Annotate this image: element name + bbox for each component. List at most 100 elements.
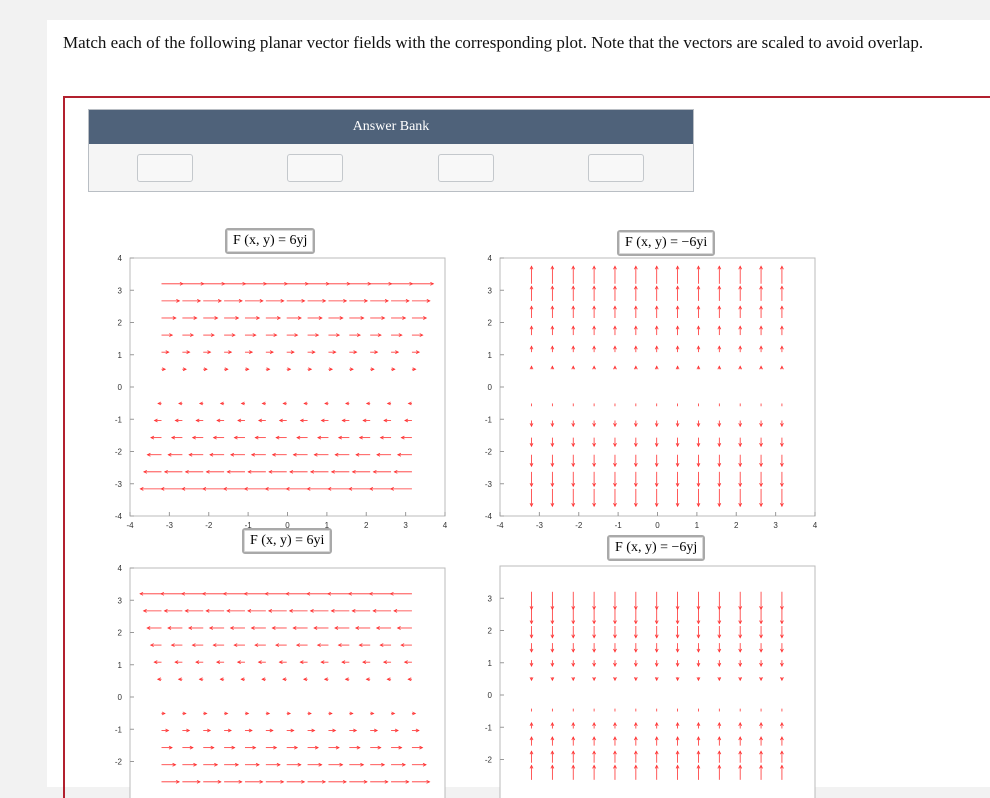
- vector-arrow-head: [529, 345, 534, 350]
- vector-arrow-head: [271, 452, 276, 457]
- vector-arrow-head: [675, 443, 680, 448]
- answer-bank-title: Answer Bank: [89, 110, 693, 144]
- vector-arrow-head: [180, 591, 185, 596]
- vector-arrow-head: [203, 711, 208, 716]
- vector-arrow-head: [529, 265, 534, 270]
- vector-arrow-head: [240, 677, 245, 682]
- vector-arrow-head: [613, 634, 617, 639]
- vector-arrow-head: [294, 333, 299, 337]
- vector-arrow-head: [334, 452, 339, 457]
- vector-arrow-head: [196, 779, 201, 784]
- vector-arrow-head: [654, 285, 659, 290]
- vector-arrow-head: [675, 285, 680, 290]
- vector-arrow-head: [149, 643, 154, 647]
- vector-arrow-head: [675, 721, 680, 727]
- vector-arrow-head: [633, 736, 638, 741]
- vector-arrow-head: [379, 643, 384, 647]
- answer-bank-slot-1[interactable]: [137, 154, 193, 182]
- vector-arrow-head: [273, 745, 278, 750]
- vector-arrow-head: [571, 736, 576, 741]
- vector-arrow-head: [386, 677, 391, 682]
- field-label-4[interactable]: F (x, y) = −6yj: [607, 535, 706, 561]
- vector-arrow-head: [391, 711, 396, 716]
- vector-plot-svg: 4 3 2 1 0 -1 -2: [115, 564, 446, 798]
- vector-arrow-head: [696, 463, 701, 468]
- y-tick-label: 2: [488, 627, 493, 636]
- vector-arrow-head: [205, 609, 210, 613]
- vector-arrow-head: [217, 299, 223, 303]
- vector-arrow-head: [398, 745, 403, 750]
- vector-arrow-head: [717, 764, 722, 769]
- vector-arrow-head: [613, 764, 617, 769]
- vector-arrow-head: [759, 503, 763, 508]
- vector-arrow-head: [205, 469, 210, 474]
- vector-arrow-head: [571, 503, 576, 508]
- vector-arrow-head: [696, 325, 701, 330]
- x-tick-label: -2: [205, 521, 213, 530]
- vector-arrow-head: [317, 435, 322, 440]
- vector-arrow-head: [780, 648, 784, 653]
- y-tick-label: -2: [485, 448, 493, 457]
- field-label-3[interactable]: F (x, y) = 6yi: [242, 528, 333, 554]
- vector-arrow-head: [426, 779, 431, 784]
- y-tick-label: -1: [485, 415, 493, 424]
- answer-bank-slot-3[interactable]: [438, 154, 494, 182]
- answer-bank-slot-4[interactable]: [588, 154, 644, 182]
- vector-arrow-head: [212, 643, 217, 647]
- y-tick-label: 1: [118, 351, 123, 360]
- vector-arrow-head: [675, 677, 680, 682]
- vector-arrow-head: [364, 299, 369, 303]
- vector-arrow-head: [633, 662, 638, 667]
- vector-arrow-head: [309, 609, 314, 613]
- field-label-1[interactable]: F (x, y) = 6yj: [225, 228, 316, 254]
- vector-arrow-head: [214, 316, 219, 320]
- x-tick-label: 4: [813, 521, 818, 530]
- vector-arrow-head: [592, 721, 596, 727]
- vector-arrow-head: [234, 762, 240, 767]
- field-label-2[interactable]: F (x, y) = −6yi: [617, 230, 716, 256]
- vector-arrow-head: [550, 620, 555, 625]
- vector-arrow-head: [169, 333, 174, 337]
- x-tick-label: 0: [655, 521, 660, 530]
- vector-arrow-head: [175, 779, 180, 784]
- vector-arrow-head: [193, 762, 198, 767]
- vector-arrow-head: [717, 443, 722, 448]
- vector-arrow-head: [303, 401, 308, 406]
- vector-arrow-head: [419, 745, 424, 750]
- vector-arrow-head: [301, 779, 306, 784]
- vector-arrow-head: [419, 333, 424, 337]
- vector-arrow-head: [198, 677, 203, 682]
- vector-arrow-head: [278, 660, 283, 665]
- y-tick-label: 4: [488, 254, 493, 263]
- vector-arrow-head: [276, 762, 281, 767]
- vector-arrow-head: [529, 483, 534, 488]
- vector-arrow-head: [675, 423, 680, 428]
- vector-arrow-head: [181, 487, 186, 491]
- vector-arrow-head: [407, 401, 412, 406]
- vector-arrow-head: [195, 418, 200, 423]
- vector-arrow-head: [696, 265, 701, 270]
- vector-arrow-head: [592, 736, 596, 741]
- vector-arrow-head: [613, 750, 617, 755]
- vector-arrow-head: [402, 316, 407, 320]
- vector-arrow-head: [210, 333, 215, 337]
- vector-arrow-head: [297, 762, 302, 767]
- vector-arrow-head: [372, 469, 377, 474]
- vector-arrow-head: [259, 779, 264, 784]
- vector-arrow-head: [550, 305, 555, 310]
- vector-arrow-head: [309, 469, 315, 474]
- x-tick-label: 2: [364, 521, 369, 530]
- vector-arrow-head: [165, 350, 170, 355]
- x-tick-label: -1: [615, 521, 623, 530]
- vector-arrow-head: [415, 350, 421, 355]
- x-tick-label: -3: [536, 521, 544, 530]
- vector-arrow-head: [376, 452, 381, 457]
- y-tick-label: -4: [485, 512, 493, 521]
- vector-arrow-head: [172, 316, 177, 320]
- vector-arrow-head: [231, 745, 236, 750]
- vector-arrow-head: [633, 285, 638, 290]
- vector-arrow-head: [184, 469, 189, 474]
- vector-arrow-head: [269, 728, 274, 733]
- answer-bank-slot-2[interactable]: [287, 154, 343, 182]
- vector-arrow-head: [412, 711, 417, 716]
